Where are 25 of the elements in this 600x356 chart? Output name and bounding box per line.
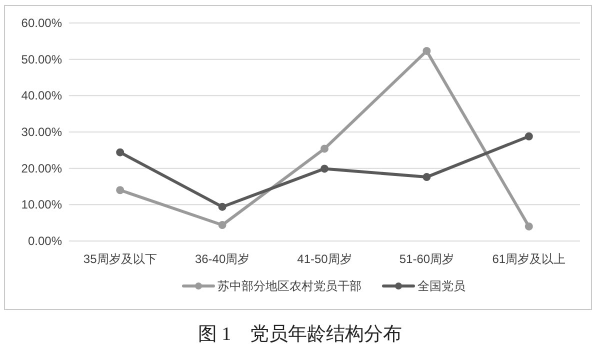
x-tick-label: 61周岁及以上 <box>492 252 566 266</box>
point <box>116 186 124 194</box>
point <box>422 173 431 182</box>
y-tick-label: 10.00% <box>21 198 62 212</box>
legend-label: 全国党员 <box>418 279 466 293</box>
y-tick-label: 60.00% <box>21 16 62 30</box>
x-tick-label: 35周岁及以下 <box>83 252 157 266</box>
point <box>524 132 533 140</box>
text: 图 1 党员年龄结构分布 <box>198 324 402 345</box>
point <box>524 222 533 230</box>
y-tick-label: 30.00% <box>21 125 62 139</box>
point <box>116 148 124 156</box>
point <box>320 164 328 173</box>
point <box>422 46 431 55</box>
y-tick-label: 40.00% <box>21 88 62 103</box>
y-tick-label: 0.00% <box>28 234 62 248</box>
x-tick-label: 41-50周岁 <box>297 252 352 266</box>
x-tick-label: 36-40周岁 <box>194 252 250 266</box>
point <box>218 202 226 211</box>
point <box>320 144 328 153</box>
point <box>218 221 226 230</box>
legend-label: 苏中部分地区农村党员干部 <box>218 279 362 293</box>
y-tick-label: 50.00% <box>21 52 62 66</box>
x-tick-label: 51-60周岁 <box>399 252 454 266</box>
y-tick-label: 20.00% <box>21 161 62 176</box>
